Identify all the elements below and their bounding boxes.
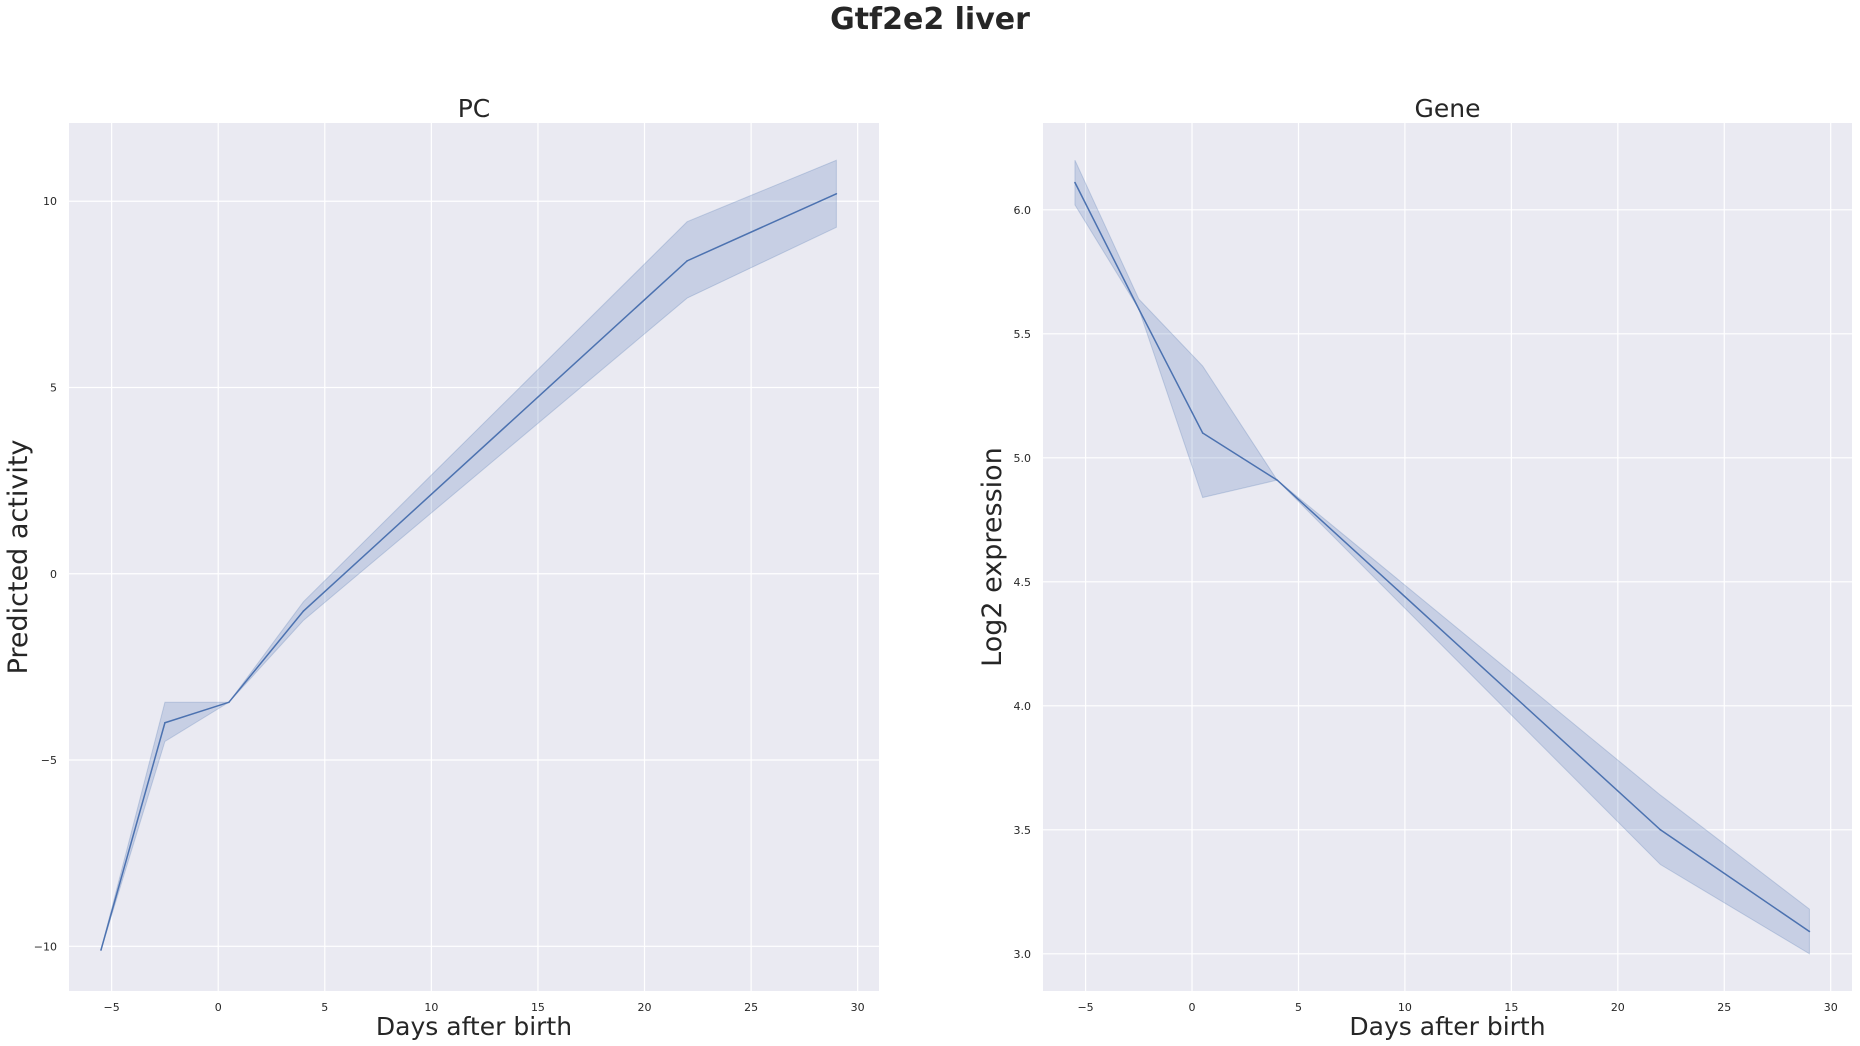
data-point	[100, 949, 102, 951]
y-tick-label: 5.0	[1014, 452, 1032, 465]
x-tick-label: 0	[215, 1001, 222, 1014]
panel-gene: −5 0 5 10 15 20 25 30 3.0 3.5 4.0 4.5 5.0 5.5 6.0 Gene D…	[977, 94, 1852, 1041]
panel-title: Gene	[1415, 94, 1481, 123]
data-point	[228, 701, 230, 704]
panel-pc: −5 0 5 10 15 20 25 30 −10 −5 0 5 10 PC Days after birt…	[3, 94, 879, 1041]
x-tick-label: 25	[744, 1001, 758, 1014]
data-point	[1276, 479, 1278, 481]
series-line	[100, 193, 837, 951]
x-tick-label: 10	[424, 1001, 438, 1014]
y-tick-label: −5	[41, 754, 57, 767]
x-axis-label: Days after birth	[376, 1012, 572, 1041]
y-tick-label: 4.5	[1014, 576, 1032, 589]
series-line	[1074, 182, 1810, 933]
x-tick-label: 30	[1824, 1001, 1838, 1014]
y-tick-label: 3.5	[1014, 824, 1032, 837]
y-axis-label: Predicted activity	[3, 440, 34, 675]
data-point	[835, 192, 838, 195]
y-tick-label: 5.5	[1014, 328, 1032, 341]
data-point	[302, 610, 305, 612]
x-tick-label: −5	[1077, 1001, 1093, 1014]
y-tick-label: 5	[50, 381, 57, 394]
x-tick-label: 25	[1717, 1001, 1731, 1014]
data-point	[1201, 432, 1204, 434]
data-point	[1659, 829, 1662, 831]
y-tick-label: 4.0	[1014, 700, 1032, 713]
x-tick-label: 0	[1189, 1001, 1196, 1014]
x-tick-label: 15	[1504, 1001, 1518, 1014]
panel-title: PC	[458, 94, 491, 123]
data-point	[1808, 930, 1811, 933]
x-tick-label: 30	[851, 1001, 865, 1014]
y-tick-label: 0	[50, 568, 57, 581]
y-tick-label: −10	[34, 940, 57, 953]
plot-background	[1043, 123, 1852, 991]
data-point	[686, 260, 688, 262]
x-axis-label: Days after birth	[1349, 1012, 1545, 1041]
data-point	[164, 721, 166, 724]
x-tick-label: 20	[1611, 1001, 1625, 1014]
y-tick-label: 3.0	[1014, 948, 1032, 961]
x-tick-label: −5	[104, 1001, 120, 1014]
x-tick-label: 5	[1295, 1001, 1302, 1014]
y-tick-label: 6.0	[1014, 204, 1032, 217]
x-tick-label: 20	[638, 1001, 652, 1014]
y-tick-label: 10	[43, 195, 57, 208]
plot-background	[69, 123, 879, 991]
data-point	[1138, 308, 1140, 310]
x-tick-label: 10	[1398, 1001, 1412, 1014]
x-tick-label: 15	[531, 1001, 545, 1014]
x-tick-label: 5	[321, 1001, 328, 1014]
figure-title: Gtf2e2 liver	[830, 2, 1030, 37]
data-point	[1074, 181, 1076, 184]
y-axis-label: Log2 expression	[977, 447, 1008, 667]
